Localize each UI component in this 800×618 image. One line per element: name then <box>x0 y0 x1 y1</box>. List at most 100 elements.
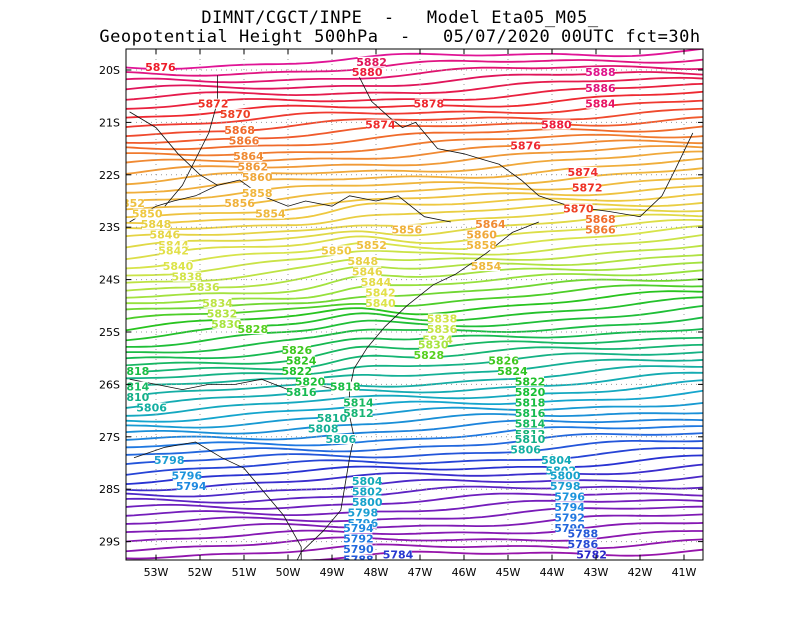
contour-label-bg <box>353 67 382 78</box>
contour-label-text: 5814 <box>343 396 374 409</box>
contour-label-text: 5818 <box>330 381 361 394</box>
contour-label-text: 5814 <box>119 381 150 394</box>
contour-label-bg <box>326 434 355 444</box>
contour-label: 5792 <box>343 533 374 546</box>
contour-label-text: 5822 <box>515 375 546 388</box>
contour-label-text: 5858 <box>466 239 497 252</box>
contour-label: 5852 <box>114 197 145 210</box>
lat-tick-label: 23S <box>99 221 120 234</box>
contour-label-text: 5764 <box>413 593 444 606</box>
contour-label: 5792 <box>554 512 585 525</box>
contour-label: 5848 <box>141 218 172 231</box>
contour-label-bg <box>414 98 443 109</box>
contour-line-5780 <box>126 475 703 498</box>
contour-lines <box>126 49 703 560</box>
contour-label-text: 5874 <box>365 119 396 132</box>
contour-label-text: 5886 <box>585 82 616 95</box>
axis-ticks: 53W 52W 51W 50W 49W 48W 47W 46W 45W 44W 43W 42W 41W 2… <box>99 49 703 579</box>
contour-label-bg <box>392 224 421 235</box>
contour-label-text: 5786 <box>567 538 598 551</box>
contour-label-bg <box>164 261 192 272</box>
contour-label-text: 5788 <box>567 527 598 540</box>
contour-label-bg <box>551 481 580 492</box>
contour-label: 5788 <box>567 527 598 540</box>
contour-label-text: 5858 <box>242 187 273 200</box>
contour-label: 5846 <box>352 265 383 278</box>
contour-label-text: 5828 <box>237 323 268 336</box>
lon-tick-label: 53W <box>144 566 169 579</box>
contour-label-text: 5830 <box>211 318 242 331</box>
contour-label-bg <box>534 597 562 607</box>
contour-label-bg <box>173 591 201 601</box>
contour-label-bg <box>296 376 324 387</box>
contour-label-bg <box>555 512 584 523</box>
contour-label: 5768 <box>563 588 594 601</box>
contour-label: 5764 <box>413 593 444 606</box>
contour-label-text: 5854 <box>471 260 502 273</box>
contour-label-bg <box>516 386 544 397</box>
contour-line-5786 <box>126 447 703 476</box>
contour-line-5814 <box>126 336 703 367</box>
contour-line-5840 <box>126 224 703 270</box>
contour-line-5810 <box>126 351 703 380</box>
contour-label-text: 5810 <box>515 433 546 446</box>
contour-label-bg <box>318 413 346 424</box>
contour-label-bg <box>155 455 184 465</box>
contour-label-text: 5826 <box>281 344 312 357</box>
contour-label-text: 5874 <box>567 166 598 179</box>
contour-label: 5818 <box>330 381 361 394</box>
lat-tick-label: 24S <box>99 274 120 287</box>
contour-label: 5794 <box>554 501 585 514</box>
contour-label-bg <box>287 386 316 397</box>
contour-label-text: 5850 <box>321 244 352 257</box>
contour-line-5794 <box>126 418 703 441</box>
contour-label-text: 5844 <box>361 276 392 289</box>
contour-label: 5788 <box>343 554 374 560</box>
map-title-line-2: Geopotential Height 500hPa - 05/07/2020 … <box>99 27 701 47</box>
contour-label-text: 5862 <box>237 161 268 174</box>
contour-label-text: 5852 <box>114 197 145 210</box>
contour-label: 5784 <box>383 548 414 560</box>
contour-label-bg <box>282 365 311 376</box>
contour-label-bg <box>362 276 390 287</box>
contour-label: 5858 <box>466 239 497 252</box>
contour-label: 5854 <box>255 208 286 221</box>
contour-label-text: 5878 <box>413 98 444 111</box>
contour-label: 5884 <box>585 98 616 111</box>
contour-label-bg <box>348 507 377 518</box>
contour-label: 5856 <box>224 197 255 210</box>
contour-label: 5842 <box>158 244 189 257</box>
contour-label-bg <box>476 219 505 230</box>
contour-label-bg <box>238 161 267 172</box>
contour-line-5774 <box>126 499 703 517</box>
contour-label: 5858 <box>242 187 273 200</box>
contour-label: 5774 <box>519 577 550 590</box>
contour-label-bg <box>357 240 386 251</box>
contour-line-5762 <box>289 548 703 560</box>
contour-line-5886 <box>126 58 703 77</box>
state-border-ms <box>129 111 218 186</box>
contour-line-5788 <box>126 439 703 466</box>
contour-label-bg <box>520 583 548 593</box>
contour-line-5838 <box>126 233 703 277</box>
contour-label: 5816 <box>286 386 317 399</box>
contour-label-text: 5860 <box>242 171 273 184</box>
contour-line-5772 <box>126 505 703 525</box>
contour-label-bg <box>348 255 377 266</box>
contour-label-bg <box>331 381 360 392</box>
contour-label-text: 5762 <box>334 596 365 609</box>
contour-label-text: 5840 <box>365 297 396 310</box>
contour-label-bg <box>498 365 527 376</box>
contour-label: 5808 <box>308 423 339 436</box>
contour-line-5866 <box>126 133 703 157</box>
contour-label: 5886 <box>585 82 616 95</box>
contour-label-text: 5782 <box>396 559 427 572</box>
contour-line-5806 <box>126 365 703 398</box>
contour-label-bg <box>208 308 236 319</box>
contour-label: 5824 <box>286 354 317 367</box>
lon-tick-label: 47W <box>408 566 433 579</box>
contour-label: 5772 <box>519 582 550 595</box>
contour-line-5848 <box>126 201 703 230</box>
contour-label-bg <box>243 172 272 182</box>
